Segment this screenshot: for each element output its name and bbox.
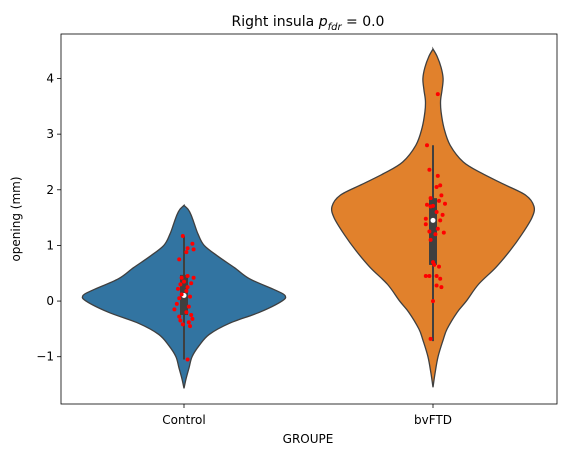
data-point — [182, 279, 186, 284]
data-point — [433, 232, 438, 237]
data-point — [177, 314, 182, 319]
y-tick-label: 3 — [46, 127, 54, 141]
data-point — [190, 241, 195, 246]
data-point — [428, 237, 433, 242]
points-layer — [172, 92, 447, 362]
data-point — [189, 312, 194, 317]
data-point — [437, 264, 441, 269]
data-point — [185, 274, 190, 279]
data-point — [188, 324, 192, 329]
data-point — [441, 230, 446, 235]
violin-median-bvftd — [430, 217, 436, 223]
data-point — [179, 292, 184, 297]
x-axis: Control bvFTD — [162, 404, 452, 427]
data-point — [427, 274, 432, 279]
y-tick-label: 2 — [46, 183, 54, 197]
data-point — [174, 301, 179, 306]
data-point — [434, 274, 439, 279]
x-axis-label: GROUPE — [283, 432, 334, 446]
data-point — [427, 167, 432, 172]
plot-frame — [60, 33, 558, 405]
x-tick-label: bvFTD — [414, 413, 452, 427]
data-point — [177, 257, 182, 262]
data-point — [443, 201, 447, 206]
chart-title-symbol: p — [318, 14, 328, 30]
data-point — [185, 357, 190, 362]
data-point — [189, 281, 194, 286]
data-point — [184, 289, 189, 294]
data-point — [439, 193, 444, 198]
data-point — [439, 285, 444, 290]
data-point — [425, 143, 429, 148]
data-point — [185, 285, 190, 290]
data-point — [180, 322, 185, 327]
data-point — [186, 304, 191, 309]
data-point — [440, 212, 445, 217]
data-point — [177, 296, 182, 301]
chart-title-main: Right insula — [232, 14, 319, 30]
data-point — [438, 276, 443, 281]
data-point — [428, 204, 433, 209]
data-point — [435, 226, 440, 231]
data-point — [178, 318, 183, 323]
data-point — [180, 233, 185, 238]
y-tick-label: 1 — [46, 238, 54, 252]
data-point — [185, 246, 190, 251]
data-point — [428, 336, 433, 341]
data-point — [435, 173, 440, 178]
data-point — [434, 185, 439, 190]
data-point — [179, 275, 184, 280]
y-axis-label: opening (mm) — [9, 176, 23, 261]
data-point — [428, 196, 433, 201]
data-point — [188, 294, 192, 299]
data-point — [191, 247, 196, 252]
chart-title-subscript: fdr — [328, 22, 343, 33]
data-point — [176, 286, 180, 291]
data-point — [191, 275, 196, 280]
data-point — [437, 198, 441, 203]
data-point — [423, 216, 428, 221]
violins-layer — [81, 46, 536, 389]
chart-title-value: = 0.0 — [342, 14, 385, 30]
y-tick-label: 0 — [46, 294, 54, 308]
data-point — [438, 183, 443, 188]
violin-box-bvftd — [429, 198, 437, 265]
data-point — [438, 218, 443, 223]
data-point — [431, 299, 435, 304]
data-point — [423, 274, 428, 279]
data-point — [186, 320, 191, 325]
data-point — [427, 229, 432, 234]
data-point — [435, 92, 440, 97]
data-point — [184, 250, 189, 255]
data-point — [190, 316, 195, 321]
chart-title: Right insula pfdr = 0.0 — [232, 14, 385, 33]
data-point — [184, 310, 189, 315]
data-point — [172, 307, 177, 312]
y-tick-label: −1 — [36, 350, 54, 364]
data-point — [178, 282, 183, 287]
data-point — [434, 210, 439, 215]
data-point — [425, 202, 429, 207]
y-tick-label: 4 — [46, 72, 54, 86]
data-point — [423, 222, 428, 227]
data-point — [434, 283, 439, 288]
data-point — [432, 262, 437, 267]
y-axis: −1 0 1 2 3 4 — [36, 72, 61, 364]
x-tick-label: Control — [162, 413, 205, 427]
